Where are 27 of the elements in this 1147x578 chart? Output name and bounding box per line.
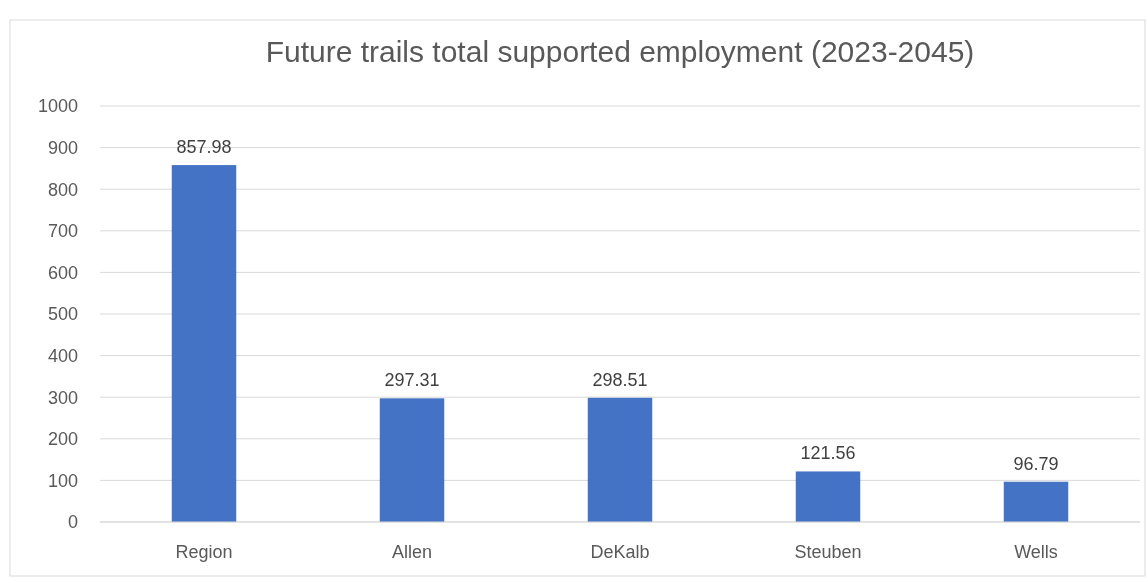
y-tick-label: 200 bbox=[47, 429, 78, 450]
y-tick-label: 600 bbox=[47, 262, 78, 283]
y-tick-label: 700 bbox=[47, 221, 78, 242]
y-tick-label: 100 bbox=[47, 470, 78, 491]
y-tick-label: 500 bbox=[47, 304, 78, 325]
bar bbox=[171, 165, 237, 522]
y-tick-label: 400 bbox=[47, 345, 78, 366]
y-tick-label: 300 bbox=[47, 387, 78, 408]
bar bbox=[795, 471, 861, 522]
bar bbox=[1003, 481, 1069, 522]
bar bbox=[587, 397, 653, 522]
y-tick-label: 800 bbox=[47, 179, 78, 200]
data-label: 96.79 bbox=[1013, 453, 1059, 474]
data-label: 121.56 bbox=[800, 443, 856, 464]
x-tick-label: Steuben bbox=[794, 542, 862, 562]
x-tick-label: DeKalb bbox=[590, 542, 650, 562]
x-tick-label: Region bbox=[175, 542, 233, 562]
x-tick-label: Wells bbox=[1014, 542, 1058, 562]
x-tick-label: Allen bbox=[391, 542, 433, 562]
y-tick-label: 1000 bbox=[37, 96, 78, 117]
y-tick-label: 0 bbox=[67, 512, 78, 533]
data-label: 298.51 bbox=[592, 369, 648, 390]
bar bbox=[379, 398, 445, 522]
data-label: 857.98 bbox=[176, 137, 232, 158]
y-tick-label: 900 bbox=[47, 137, 78, 158]
data-label: 297.31 bbox=[384, 370, 440, 391]
chart-title: Future trails total supported employment (2023-2045) bbox=[265, 35, 975, 68]
